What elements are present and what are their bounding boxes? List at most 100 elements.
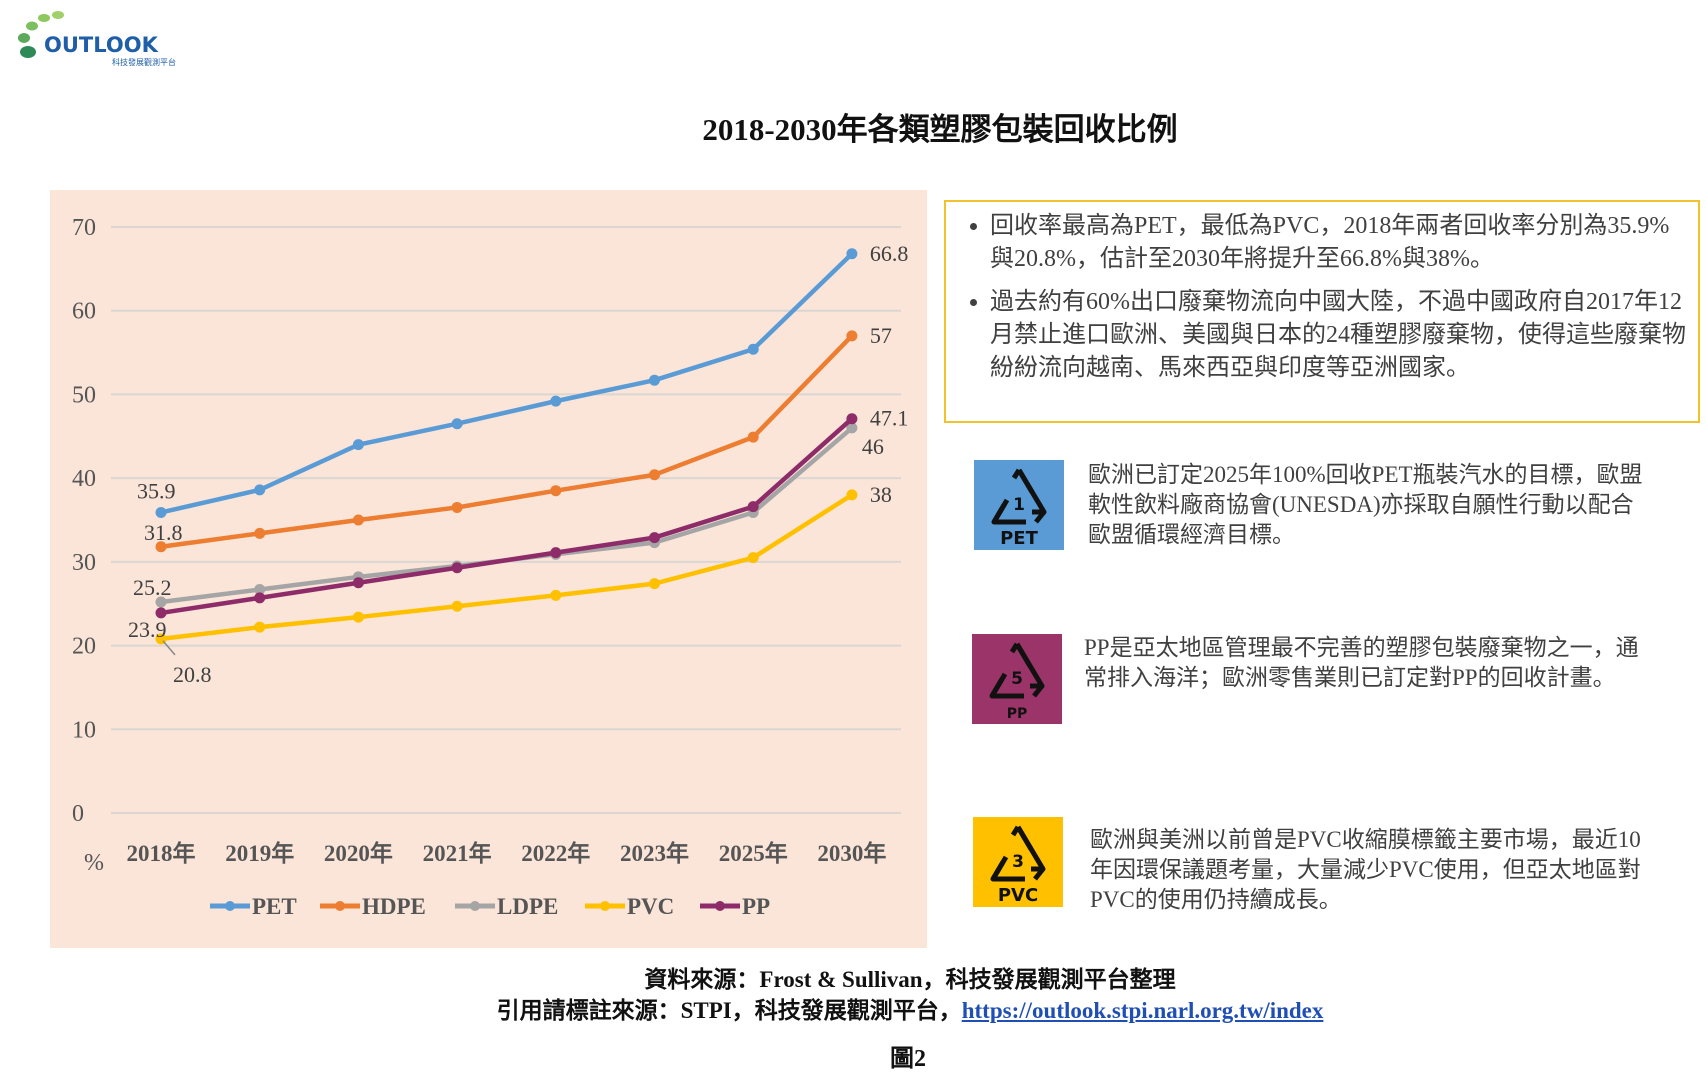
series-line: [160, 252, 854, 515]
legend-label: PP: [742, 894, 770, 919]
data-point: [254, 527, 266, 539]
data-label-start: 23.9: [128, 617, 167, 642]
svg-text:科技發展觀測平台: 科技發展觀測平台: [112, 57, 176, 67]
legend-marker: [470, 901, 480, 911]
y-tick-label: 20: [72, 634, 96, 660]
pp-info-text: PP是亞太地區管理最不完善的塑膠包裝廢棄物之一，通常排入海洋；歐洲零售業則已訂定…: [1084, 635, 1639, 690]
data-point: [155, 541, 167, 553]
leader-line: [162, 640, 176, 656]
series-line: [160, 426, 854, 605]
data-point: [451, 600, 463, 612]
footer-source: 資料來源：Frost & Sullivan，科技發展觀測平台整理 引用請標註來源…: [0, 964, 1706, 1026]
recycling-code-pvc: 3 PVC: [973, 817, 1063, 912]
recycling-code-pet: 1 PET: [974, 460, 1064, 555]
data-point: [846, 422, 858, 434]
data-label-end: 46: [862, 434, 884, 459]
y-tick-label: 70: [72, 215, 96, 241]
pvc-info-text: 歐洲與美洲以前曾是PVC收縮膜標籤主要市場，最近10年因環保議題考量，大量減少P…: [1090, 827, 1641, 912]
data-point: [747, 552, 759, 564]
recycle-arrows: [991, 468, 1046, 524]
data-point: [649, 374, 660, 386]
series-line: [160, 417, 854, 616]
data-point: [649, 532, 660, 544]
legend-item-hdpe[interactable]: HDPE: [320, 894, 426, 919]
data-point: [352, 514, 364, 526]
data-point: [550, 547, 562, 559]
x-tick-label: 2023年: [620, 840, 689, 866]
y-tick-label: 30: [72, 550, 96, 576]
data-point: [254, 484, 266, 496]
data-point: [155, 607, 167, 619]
resin-code: 1: [1013, 495, 1025, 515]
note-item: 回收率最高為PET，最低為PVC，2018年兩者回收率分別為35.9%與20.8…: [990, 210, 1688, 276]
resin-code: 5: [1011, 669, 1023, 689]
data-point: [846, 489, 858, 501]
data-point: [550, 589, 562, 601]
legend-item-ldpe[interactable]: LDPE: [455, 894, 558, 919]
y-tick-label: 60: [72, 299, 96, 325]
legend-item-pvc[interactable]: PVC: [585, 894, 674, 919]
recycle-pp-icon: 5 PP: [972, 634, 1062, 724]
series-ldpe: [155, 422, 858, 608]
data-label-end: 66.8: [870, 241, 909, 266]
data-point: [747, 431, 759, 443]
svg-text:OUTLOOK: OUTLOOK: [44, 33, 159, 57]
data-point: [649, 578, 660, 590]
data-point: [155, 596, 167, 608]
legend-marker: [335, 901, 345, 911]
data-point: [747, 501, 759, 513]
series-hdpe: [155, 330, 858, 553]
x-tick-label: 2030年: [817, 840, 886, 866]
series-pet: [155, 248, 858, 518]
recycle-pet-icon: 1 PET: [974, 460, 1064, 550]
data-label-start: 31.8: [144, 520, 183, 545]
key-notes-box: 回收率最高為PET，最低為PVC，2018年兩者回收率分別為35.9%與20.8…: [944, 200, 1700, 423]
x-tick-label: 2022年: [521, 840, 590, 866]
outlook-logo: OUTLOOK 科技發展觀測平台: [18, 11, 176, 67]
chart-title: 2018-2030年各類塑膠包裝回收比例: [702, 112, 1178, 147]
y-tick-label: 0: [72, 801, 84, 827]
recycle-arrows: [990, 825, 1045, 881]
legend-label: HDPE: [362, 894, 426, 919]
legend-item-pp[interactable]: PP: [700, 894, 770, 919]
data-point: [254, 621, 266, 633]
note-item: 過去約有60%出口廢棄物流向中國大陸，不過中國政府自2017年12月禁止進口歐洲…: [990, 286, 1688, 385]
pet-info-text: 歐洲已訂定2025年100%回收PET瓶裝汽水的目標，歐盟軟性飲料廠商協會(UN…: [1088, 462, 1643, 547]
legend-marker: [715, 901, 725, 911]
data-point: [352, 439, 364, 451]
data-point: [846, 330, 858, 342]
x-tick-label: 2020年: [324, 840, 393, 866]
resin-code: 3: [1012, 852, 1024, 872]
data-point: [550, 485, 562, 497]
y-tick-label: 50: [72, 382, 96, 408]
recycling-code-pp: 5 PP: [972, 634, 1062, 729]
data-label-start: 35.9: [137, 478, 176, 503]
legend-item-pet[interactable]: PET: [210, 894, 297, 919]
data-point: [451, 562, 463, 574]
outlook-link[interactable]: https://outlook.stpi.narl.org.tw/index: [961, 998, 1324, 1023]
data-point: [155, 506, 167, 518]
data-point: [846, 413, 858, 425]
data-label-end: 38: [870, 482, 892, 507]
y-axis-unit: %: [84, 850, 104, 876]
series-line: [160, 492, 854, 642]
resin-label: PP: [1007, 706, 1028, 722]
line-chart: 0 10 20 30 40 50 60 70 2018年 2019年 2020年 2021年 2022…: [72, 215, 909, 919]
data-point: [254, 592, 266, 604]
x-tick-label: 2019年: [225, 840, 294, 866]
citation-prefix: 引用請標註來源：STPI，科技發展觀測平台，: [496, 998, 962, 1023]
series-pvc: [155, 489, 858, 645]
x-tick-label: 2025年: [719, 840, 788, 866]
data-point: [550, 395, 562, 407]
legend-label: LDPE: [497, 894, 558, 919]
data-point: [352, 577, 364, 589]
data-label-end: 57: [870, 323, 892, 348]
legend-label: PVC: [627, 894, 674, 919]
series-line: [160, 334, 854, 550]
y-tick-label: 40: [72, 466, 96, 492]
legend-marker: [600, 901, 610, 911]
legend-label: PET: [252, 894, 297, 919]
legend-marker: [225, 901, 235, 911]
data-point: [451, 418, 463, 430]
series-pp: [155, 413, 858, 619]
